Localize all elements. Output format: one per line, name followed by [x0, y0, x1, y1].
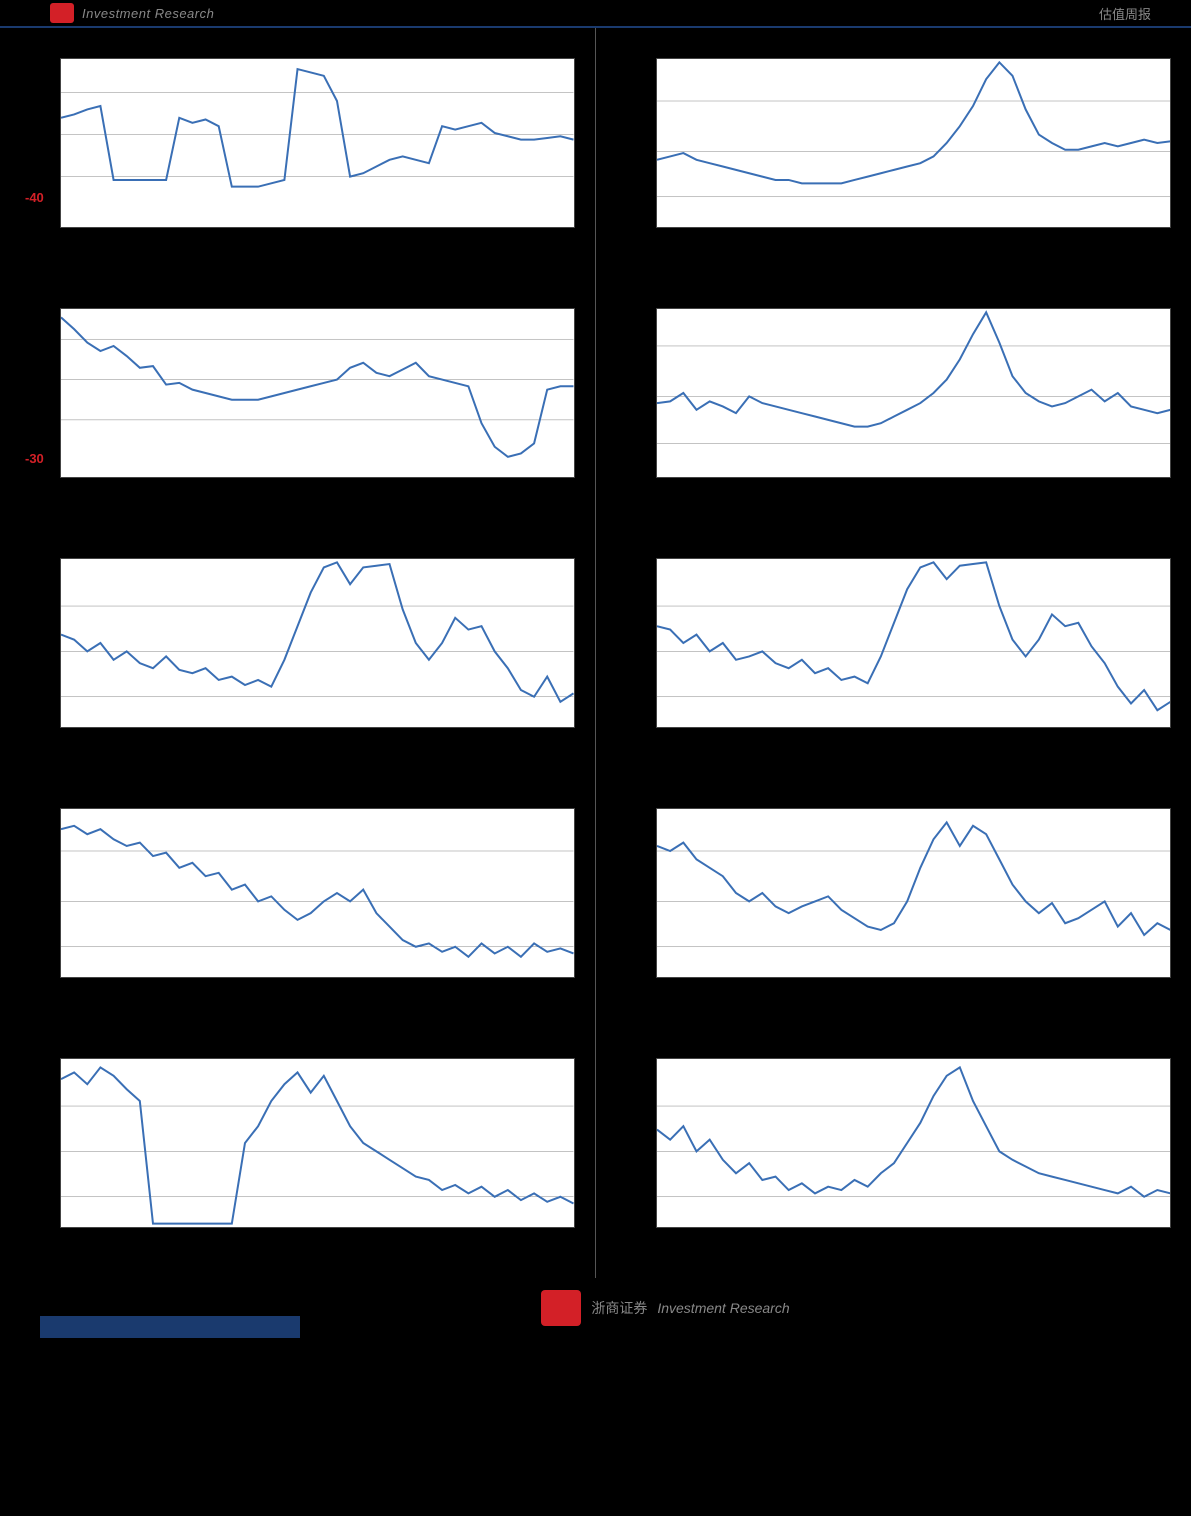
chart-cell-r5c2	[596, 1028, 1191, 1278]
chart-cell-r1c2	[596, 28, 1191, 278]
chart-plot-area: -30	[60, 308, 575, 478]
chart-cell-r1c1: -40	[0, 28, 596, 278]
chart-plot-area: -40	[60, 58, 575, 228]
chart-cell-r3c1	[0, 528, 596, 778]
chart-cell-r4c2	[596, 778, 1191, 1028]
footer-logo-icon	[541, 1290, 581, 1326]
chart-svg	[657, 309, 1171, 477]
chart-cell-r2c2	[596, 278, 1191, 528]
footer-accent-bar	[40, 1316, 300, 1338]
chart-plot-area	[656, 1058, 1172, 1228]
footer-brand: 浙商证券	[591, 1298, 647, 1318]
chart-grid: -40 -30	[0, 28, 1191, 1278]
header-title-right: 估值周报	[1099, 4, 1151, 23]
chart-plot-area	[60, 1058, 575, 1228]
page-footer: 浙商证券 Investment Research	[0, 1278, 1191, 1338]
chart-plot-area	[656, 308, 1172, 478]
chart-svg	[61, 1059, 574, 1227]
page-header: Investment Research 估值周报	[0, 0, 1191, 28]
chart-plot-area	[656, 558, 1172, 728]
chart-cell-r4c1	[0, 778, 596, 1028]
chart-plot-area	[656, 808, 1172, 978]
chart-cell-r2c1: -30	[0, 278, 596, 528]
brand-logo-icon	[50, 3, 74, 23]
chart-svg	[61, 59, 574, 227]
chart-svg	[657, 809, 1171, 977]
y-axis-label-special: -30	[25, 451, 44, 466]
chart-svg	[61, 809, 574, 977]
footer-tagline: Investment Research	[657, 1300, 789, 1316]
chart-plot-area	[60, 558, 575, 728]
chart-cell-r5c1	[0, 1028, 596, 1278]
chart-svg	[657, 1059, 1171, 1227]
chart-svg	[657, 59, 1171, 227]
chart-plot-area	[60, 808, 575, 978]
chart-cell-r3c2	[596, 528, 1191, 778]
y-axis-label-special: -40	[25, 190, 44, 205]
chart-svg	[61, 559, 574, 727]
header-left: Investment Research	[50, 3, 214, 23]
chart-plot-area	[656, 58, 1172, 228]
header-title-left: Investment Research	[82, 6, 214, 21]
chart-svg	[61, 309, 574, 477]
page: Investment Research 估值周报 -40 -30 浙商证券 Inv…	[0, 0, 1191, 1338]
chart-svg	[657, 559, 1171, 727]
